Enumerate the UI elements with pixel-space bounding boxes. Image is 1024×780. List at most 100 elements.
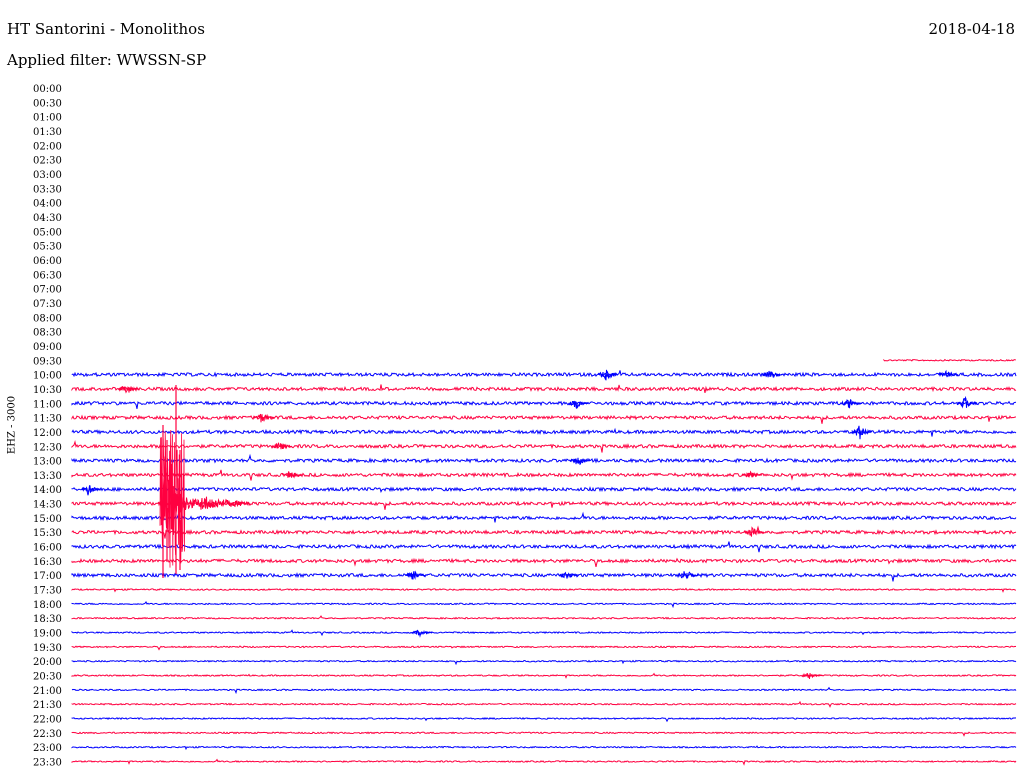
time-tick-label: 01:00 xyxy=(33,113,62,124)
seismic-burst xyxy=(253,413,275,423)
time-tick-label: 11:00 xyxy=(33,399,62,410)
time-tick-label: 11:30 xyxy=(33,414,62,425)
trace-line-1500 xyxy=(71,511,1017,523)
seismic-burst xyxy=(597,369,619,381)
time-tick-label: 04:00 xyxy=(33,199,62,210)
trace-line-1030 xyxy=(71,384,1017,394)
time-tick-label: 21:30 xyxy=(33,700,62,711)
time-tick-label: 18:00 xyxy=(33,600,62,611)
trace-line-1200 xyxy=(71,427,1017,437)
time-tick-label: 02:00 xyxy=(33,141,62,152)
time-tick-label: 21:00 xyxy=(33,686,62,697)
trace-line-1400 xyxy=(71,485,1017,496)
seismic-burst xyxy=(271,442,293,450)
station-title: HT Santorini - Monolithos xyxy=(7,20,205,38)
trace-line-1530 xyxy=(71,525,1017,539)
time-tick-label: 10:30 xyxy=(33,385,62,396)
trace-line-1130 xyxy=(71,414,1017,424)
trace-line-1000 xyxy=(71,370,1017,378)
trace-line-1100 xyxy=(71,400,1017,409)
time-tick-label: 05:30 xyxy=(33,242,62,253)
seismic-burst xyxy=(569,457,591,466)
trace-line-1700 xyxy=(71,572,1017,582)
seismic-burst xyxy=(937,369,959,378)
time-tick-label: 12:00 xyxy=(33,428,62,439)
time-tick-label: 00:00 xyxy=(33,84,62,95)
seismic-burst xyxy=(741,470,763,478)
time-tick-label: 17:00 xyxy=(33,571,62,582)
time-tick-label: 23:00 xyxy=(33,743,62,754)
seismic-burst xyxy=(677,571,699,580)
time-tick-label: 14:00 xyxy=(33,485,62,496)
time-tick-label: 07:30 xyxy=(33,299,62,310)
trace-line-1730 xyxy=(71,587,1017,593)
time-tick-label: 22:30 xyxy=(33,729,62,740)
time-tick-label: 06:00 xyxy=(33,256,62,267)
time-tick-label: 16:30 xyxy=(33,557,62,568)
time-tick-label: 09:00 xyxy=(33,342,62,353)
time-tick-label: 09:30 xyxy=(33,356,62,367)
time-tick-label: 13:30 xyxy=(33,471,62,482)
trace-line-2300 xyxy=(71,745,1017,751)
time-tick-label: 14:30 xyxy=(33,500,62,511)
trace-line-0930 xyxy=(883,358,1017,362)
time-tick-label: 19:30 xyxy=(33,643,62,654)
time-tick-label: 08:30 xyxy=(33,328,62,339)
seismic-burst xyxy=(851,425,873,440)
trace-line-1600 xyxy=(71,541,1017,553)
time-tick-label: 00:30 xyxy=(33,98,62,109)
trace-line-2100 xyxy=(71,686,1017,695)
seismic-burst xyxy=(404,570,426,581)
time-tick-label: 16:00 xyxy=(33,543,62,554)
trace-line-2330 xyxy=(71,758,1017,766)
time-tick-label: 19:00 xyxy=(33,629,62,640)
time-tick-label: 03:30 xyxy=(33,184,62,195)
time-tick-label: 20:30 xyxy=(33,672,62,683)
seismic-burst xyxy=(841,399,863,409)
trace-line-1900 xyxy=(71,629,1017,637)
time-tick-label: 18:30 xyxy=(33,614,62,625)
seismic-burst xyxy=(956,395,978,409)
seismic-burst xyxy=(411,629,433,638)
trace-line-2230 xyxy=(71,731,1017,737)
trace-line-1630 xyxy=(71,557,1017,568)
trace-line-1230 xyxy=(71,439,1017,453)
earthquake-coda xyxy=(159,429,186,568)
time-tick-label: 17:30 xyxy=(33,586,62,597)
time-tick-label: 12:30 xyxy=(33,442,62,453)
seismic-burst xyxy=(558,571,580,579)
time-tick-label: 10:00 xyxy=(33,371,62,382)
seismic-burst xyxy=(761,370,783,379)
trace-line-1300 xyxy=(71,453,1017,464)
seismic-burst xyxy=(81,485,103,494)
record-date: 2018-04-18 xyxy=(928,20,1015,38)
trace-line-1930 xyxy=(71,645,1017,651)
time-tick-label: 04:30 xyxy=(33,213,62,224)
trace-line-2030 xyxy=(71,672,1017,679)
filter-label: Applied filter: WWSSN-SP xyxy=(7,51,207,69)
seismic-burst xyxy=(801,672,823,680)
trace-line-1800 xyxy=(71,601,1017,609)
seismic-burst xyxy=(743,526,765,537)
time-tick-label: 08:00 xyxy=(33,313,62,324)
time-tick-label: 15:30 xyxy=(33,528,62,539)
trace-line-2200 xyxy=(71,716,1017,723)
time-tick-label: 13:00 xyxy=(33,457,62,468)
time-tick-label: 01:30 xyxy=(33,127,62,138)
time-tick-label: 22:00 xyxy=(33,715,62,726)
seismic-burst xyxy=(281,471,303,479)
time-tick-label: 07:00 xyxy=(33,285,62,296)
time-tick-label: 05:00 xyxy=(33,227,62,238)
time-tick-label: 20:00 xyxy=(33,657,62,668)
time-tick-label: 23:30 xyxy=(33,758,62,769)
time-tick-label: 15:00 xyxy=(33,514,62,525)
seismic-burst xyxy=(567,400,589,409)
time-tick-label: 06:30 xyxy=(33,270,62,281)
trace-line-1330 xyxy=(71,469,1017,481)
seismic-burst xyxy=(118,385,140,394)
time-tick-label: 03:00 xyxy=(33,170,62,181)
trace-line-2130 xyxy=(71,700,1017,708)
time-tick-label: 02:30 xyxy=(33,156,62,167)
trace-line-2000 xyxy=(71,659,1017,666)
